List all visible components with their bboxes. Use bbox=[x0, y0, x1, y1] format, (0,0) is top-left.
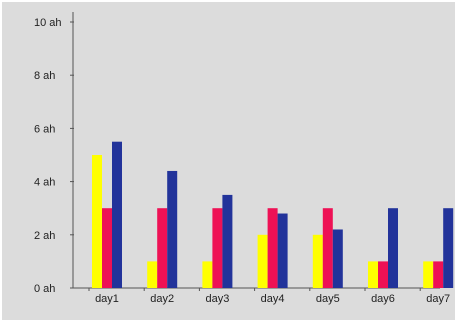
y-tick-label: 10 ah bbox=[34, 17, 62, 29]
x-tick-label: day1 bbox=[95, 293, 119, 305]
bar-day3-series-3 bbox=[222, 194, 233, 288]
bar-day2-series-1 bbox=[147, 261, 158, 288]
bar-day6-series-2 bbox=[378, 261, 388, 288]
bar-day5-series-3 bbox=[332, 229, 343, 288]
y-tick-label: 6 ah bbox=[34, 123, 55, 135]
bar-day3-series-1 bbox=[202, 261, 213, 288]
y-axis: 0 ah 2 ah 4 ah 6 ah 8 ah 10 ah bbox=[34, 12, 74, 295]
bar-day5-series-2 bbox=[322, 208, 333, 288]
bar-day5-series-1 bbox=[312, 234, 323, 288]
bar-day7-series-2 bbox=[433, 261, 444, 288]
bar-day3-series-2 bbox=[212, 208, 223, 288]
x-axis: day1 day2 day3 day4 day5 day6 day7 bbox=[73, 287, 450, 305]
bar-day7-series-3 bbox=[443, 208, 454, 288]
x-tick-label: day5 bbox=[316, 293, 340, 305]
x-tick-label: day2 bbox=[150, 293, 174, 305]
bars bbox=[92, 141, 454, 288]
bar-day4-series-2 bbox=[267, 208, 278, 288]
bar-day2-series-3 bbox=[167, 170, 178, 288]
bar-day1-series-1 bbox=[92, 155, 102, 288]
x-tick-label: day4 bbox=[261, 293, 285, 305]
x-tick-label: day7 bbox=[426, 293, 450, 305]
y-tick-label: 8 ah bbox=[34, 70, 55, 82]
bar-day4-series-3 bbox=[277, 213, 288, 288]
y-tick-label: 0 ah bbox=[34, 283, 55, 295]
bar-day7-series-1 bbox=[423, 261, 434, 288]
x-tick-label: day3 bbox=[205, 293, 229, 305]
x-tick-label: day6 bbox=[371, 293, 395, 305]
bar-day1-series-2 bbox=[102, 208, 112, 288]
bar-day6-series-1 bbox=[368, 261, 378, 288]
bar-day2-series-2 bbox=[157, 208, 168, 288]
bar-day1-series-3 bbox=[112, 141, 122, 288]
y-tick-label: 4 ah bbox=[34, 177, 55, 189]
bar-day6-series-3 bbox=[388, 208, 398, 288]
y-tick-label: 2 ah bbox=[34, 230, 55, 242]
bar-day4-series-1 bbox=[257, 234, 268, 288]
